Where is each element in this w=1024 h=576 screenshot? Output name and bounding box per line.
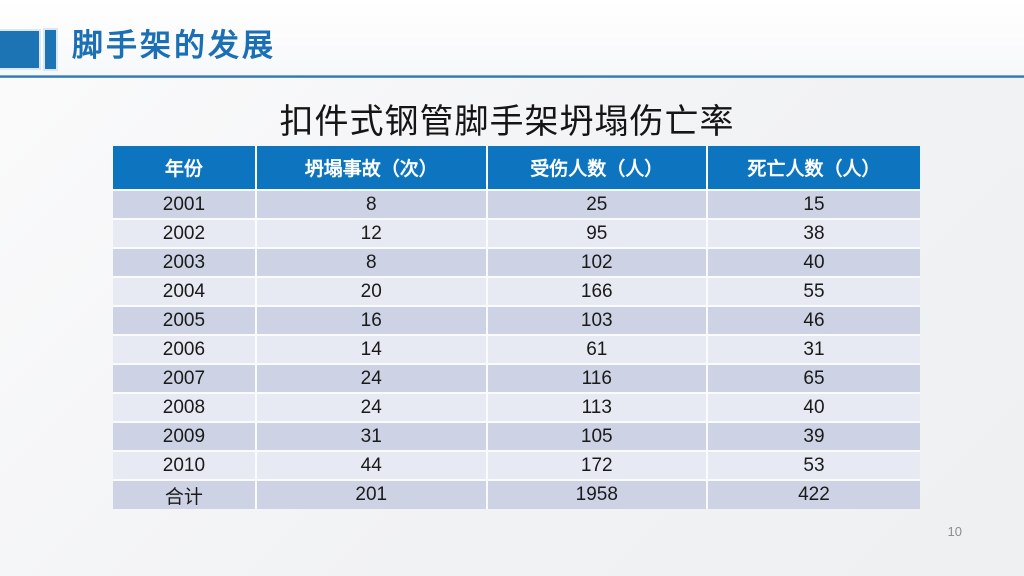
header-cell: 坍塌事故（次） <box>254 145 488 191</box>
table-cell: 102 <box>485 247 708 278</box>
header-divider <box>0 75 1024 78</box>
table-head: 年份 坍塌事故（次） 受伤人数（人） 死亡人数（人） <box>112 145 922 191</box>
table-cell: 31 <box>705 334 922 365</box>
table-cell: 25 <box>485 189 708 220</box>
table-cell: 24 <box>254 392 488 423</box>
table-row: 2003 8 102 40 <box>112 247 922 278</box>
table-cell: 1958 <box>485 479 708 510</box>
table-cell: 15 <box>705 189 922 220</box>
table-cell: 103 <box>485 305 708 336</box>
table-cell: 31 <box>254 421 488 452</box>
header-cell: 年份 <box>112 145 257 191</box>
table-cell: 2001 <box>112 189 257 220</box>
table-row: 2010 44 172 53 <box>112 450 922 481</box>
table-cell: 105 <box>485 421 708 452</box>
slide-header: 脚手架的发展 <box>0 0 1024 75</box>
header-cell: 受伤人数（人） <box>485 145 708 191</box>
table-cell: 2008 <box>112 392 257 423</box>
casualty-table: 年份 坍塌事故（次） 受伤人数（人） 死亡人数（人） 2001 8 25 15 2002 12 9… <box>112 145 922 510</box>
table-cell: 53 <box>705 450 922 481</box>
table-cell: 2002 <box>112 218 257 249</box>
table-cell: 2004 <box>112 276 257 307</box>
header-cell: 死亡人数（人） <box>705 145 922 191</box>
table-cell: 20 <box>254 276 488 307</box>
page-number: 10 <box>947 524 962 539</box>
slide-title: 扣件式钢管脚手架坍塌伤亡率 <box>279 103 735 141</box>
table-row: 2001 8 25 15 <box>112 189 922 220</box>
table-cell: 16 <box>254 305 488 336</box>
table-row: 合计 201 1958 422 <box>112 479 922 510</box>
table-cell: 14 <box>254 334 488 365</box>
table-cell: 55 <box>705 276 922 307</box>
table-cell: 2010 <box>112 450 257 481</box>
table-row: 2008 24 113 40 <box>112 392 922 423</box>
table-cell: 8 <box>254 247 488 278</box>
table-cell: 2006 <box>112 334 257 365</box>
table-cell: 2003 <box>112 247 257 278</box>
table-header-row: 年份 坍塌事故（次） 受伤人数（人） 死亡人数（人） <box>112 145 922 191</box>
table-row: 2004 20 166 55 <box>112 276 922 307</box>
table-cell: 172 <box>485 450 708 481</box>
table-cell: 61 <box>485 334 708 365</box>
section-title: 脚手架的发展 <box>72 28 276 63</box>
table-row: 2005 16 103 46 <box>112 305 922 336</box>
accent-bar-icon <box>0 31 39 68</box>
table-cell: 12 <box>254 218 488 249</box>
table-body: 2001 8 25 15 2002 12 95 38 2003 8 102 40 2004 20 166 55… <box>112 189 922 510</box>
accent-tick-icon <box>45 30 56 69</box>
table-cell: 116 <box>485 363 708 394</box>
table-cell: 113 <box>485 392 708 423</box>
table-cell: 2009 <box>112 421 257 452</box>
table-row: 2002 12 95 38 <box>112 218 922 249</box>
table-cell: 95 <box>485 218 708 249</box>
table-cell: 65 <box>705 363 922 394</box>
table-cell: 422 <box>705 479 922 510</box>
table-row: 2009 31 105 39 <box>112 421 922 452</box>
table-cell: 38 <box>705 218 922 249</box>
table-cell: 40 <box>705 247 922 278</box>
table-cell: 24 <box>254 363 488 394</box>
table-cell: 2007 <box>112 363 257 394</box>
table-cell: 166 <box>485 276 708 307</box>
table-cell: 201 <box>254 479 488 510</box>
table-cell: 46 <box>705 305 922 336</box>
table-cell: 2005 <box>112 305 257 336</box>
table-cell: 合计 <box>112 479 257 510</box>
table-cell: 39 <box>705 421 922 452</box>
table-cell: 44 <box>254 450 488 481</box>
table-cell: 40 <box>705 392 922 423</box>
table-row: 2007 24 116 65 <box>112 363 922 394</box>
table-cell: 8 <box>254 189 488 220</box>
table-row: 2006 14 61 31 <box>112 334 922 365</box>
